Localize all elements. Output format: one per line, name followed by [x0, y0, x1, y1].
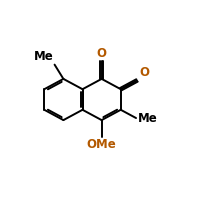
- Text: Me: Me: [138, 112, 158, 125]
- Text: O: O: [97, 47, 107, 60]
- Text: OMe: OMe: [87, 138, 117, 151]
- Text: Me: Me: [34, 50, 53, 63]
- Text: O: O: [139, 66, 149, 79]
